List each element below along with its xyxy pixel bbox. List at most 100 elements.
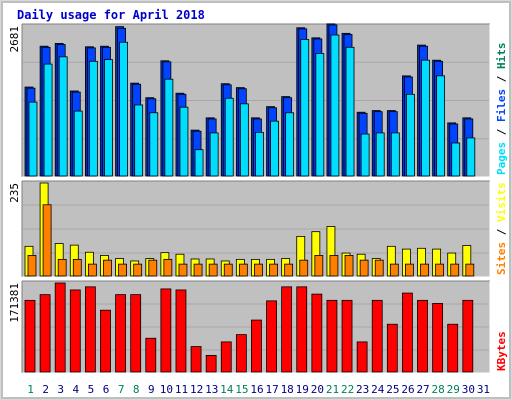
bar-kbytes-day-19 xyxy=(296,286,308,373)
bar-sites-day-6 xyxy=(103,259,112,277)
x-tick-day-12: 12 xyxy=(190,383,203,396)
x-tick-day-27: 27 xyxy=(416,383,429,396)
x-tick-day-17: 17 xyxy=(265,383,278,396)
bar-kbytes-day-16 xyxy=(251,319,262,373)
bar-pages-day-23 xyxy=(360,133,370,177)
bar-sites-day-25 xyxy=(389,263,399,277)
bar-sites-day-13 xyxy=(208,263,218,277)
bar-kbytes-day-27 xyxy=(417,299,428,373)
bar-sites-day-9 xyxy=(148,259,158,277)
bar-pages-day-18 xyxy=(285,112,295,177)
bar-kbytes-day-24 xyxy=(371,299,383,373)
bar-sites-day-19 xyxy=(299,259,309,277)
x-tick-labels: 1 2 3 4 5 6 7 8 9 10 11 12 13 14 15 16 17 18 19 20 21 22 23 24 2… xyxy=(27,383,490,396)
x-tick-day-19: 19 xyxy=(296,383,309,396)
x-tick-day-30: 30 xyxy=(462,383,475,396)
bar-pages-day-5 xyxy=(88,60,98,177)
bar-pages-day-4 xyxy=(73,110,83,177)
bar-pages-day-9 xyxy=(149,112,159,177)
bar-pages-day-17 xyxy=(270,120,279,177)
visits-panel-ymax-label: 235 xyxy=(8,183,21,203)
x-tick-day-23: 23 xyxy=(356,383,369,396)
bar-pages-day-28 xyxy=(436,75,446,177)
kbytes-panel-ymax-label: 171381 xyxy=(8,283,21,323)
bar-pages-day-10 xyxy=(164,78,174,177)
x-tick-day-13: 13 xyxy=(205,383,218,396)
bar-pages-day-26 xyxy=(406,93,415,177)
bar-sites-day-10 xyxy=(163,258,173,277)
bar-kbytes-day-13 xyxy=(205,354,217,373)
x-tick-day-28: 28 xyxy=(432,383,445,396)
bar-pages-day-1 xyxy=(28,101,38,177)
bar-kbytes-day-5 xyxy=(84,286,96,373)
bar-sites-day-27 xyxy=(420,263,429,277)
bar-pages-day-15 xyxy=(239,103,249,177)
bar-sites-day-21 xyxy=(329,255,339,277)
bar-sites-day-26 xyxy=(405,263,414,277)
bar-pages-day-20 xyxy=(315,53,325,177)
bar-kbytes-day-22 xyxy=(341,299,353,373)
bar-pages-day-3 xyxy=(58,56,68,177)
x-tick-day-21: 21 xyxy=(326,383,339,396)
bar-kbytes-day-7 xyxy=(115,294,126,373)
bar-sites-day-23 xyxy=(359,259,369,277)
bar-pages-day-16 xyxy=(255,131,264,177)
x-tick-day-5: 5 xyxy=(88,383,95,396)
bar-pages-day-13 xyxy=(209,132,219,177)
x-tick-day-4: 4 xyxy=(73,383,80,396)
bar-kbytes-day-3 xyxy=(54,282,66,373)
x-tick-day-3: 3 xyxy=(57,383,64,396)
bar-kbytes-day-15 xyxy=(235,334,247,373)
bar-sites-day-12 xyxy=(193,263,203,277)
bar-pages-day-2 xyxy=(43,63,53,177)
bar-kbytes-day-4 xyxy=(69,289,81,373)
kbytes-panel: 171381 KBytes xyxy=(8,280,508,374)
x-tick-day-16: 16 xyxy=(250,383,263,396)
x-tick-day-24: 24 xyxy=(371,383,385,396)
panels-group: 2681 Pages / Files / Hits 235 Sites / Visit… xyxy=(8,23,508,374)
x-tick-day-8: 8 xyxy=(133,383,140,396)
bar-sites-day-4 xyxy=(72,258,82,277)
legend-files: Files xyxy=(495,89,508,122)
bar-pages-day-6 xyxy=(104,59,113,177)
bar-sites-day-18 xyxy=(284,263,294,277)
x-tick-day-10: 10 xyxy=(160,383,173,396)
legend-separator: / xyxy=(495,122,508,142)
legend-hits: Hits xyxy=(495,43,508,70)
chart-title: Daily usage for April 2018 xyxy=(17,8,205,22)
bar-kbytes-day-17 xyxy=(266,300,277,373)
bar-kbytes-day-11 xyxy=(175,289,187,373)
bar-kbytes-day-14 xyxy=(220,341,232,373)
bar-sites-day-14 xyxy=(223,263,233,277)
bar-kbytes-day-18 xyxy=(281,286,293,373)
bar-pages-day-14 xyxy=(224,97,234,177)
bar-kbytes-day-25 xyxy=(386,323,398,373)
bar-sites-day-2 xyxy=(42,204,52,277)
bar-kbytes-day-9 xyxy=(145,337,157,373)
bar-sites-day-29 xyxy=(450,263,460,277)
bar-pages-day-27 xyxy=(421,59,430,177)
hits-panel-ymax-label: 2681 xyxy=(8,26,21,53)
visits-panel-legend: Sites / Visits xyxy=(495,182,508,275)
bar-sites-day-1 xyxy=(27,255,37,277)
legend-separator: / xyxy=(495,222,508,242)
bar-pages-day-19 xyxy=(300,39,310,177)
x-tick-day-15: 15 xyxy=(235,383,248,396)
x-tick-day-2: 2 xyxy=(42,383,49,396)
kbytes-panel-legend: KBytes xyxy=(495,331,508,371)
x-tick-day-25: 25 xyxy=(386,383,399,396)
legend-kbytes: KBytes xyxy=(495,331,508,371)
bar-sites-day-16 xyxy=(254,263,263,277)
x-tick-day-11: 11 xyxy=(175,383,188,396)
bar-kbytes-day-1 xyxy=(24,299,36,373)
bar-sites-day-22 xyxy=(344,255,354,277)
bar-kbytes-day-8 xyxy=(130,294,142,373)
bar-pages-day-11 xyxy=(179,106,189,177)
bar-sites-day-24 xyxy=(374,259,384,277)
bar-kbytes-day-12 xyxy=(190,346,202,373)
bar-pages-day-7 xyxy=(119,41,128,177)
x-tick-day-6: 6 xyxy=(103,383,110,396)
bar-kbytes-day-28 xyxy=(432,303,444,373)
